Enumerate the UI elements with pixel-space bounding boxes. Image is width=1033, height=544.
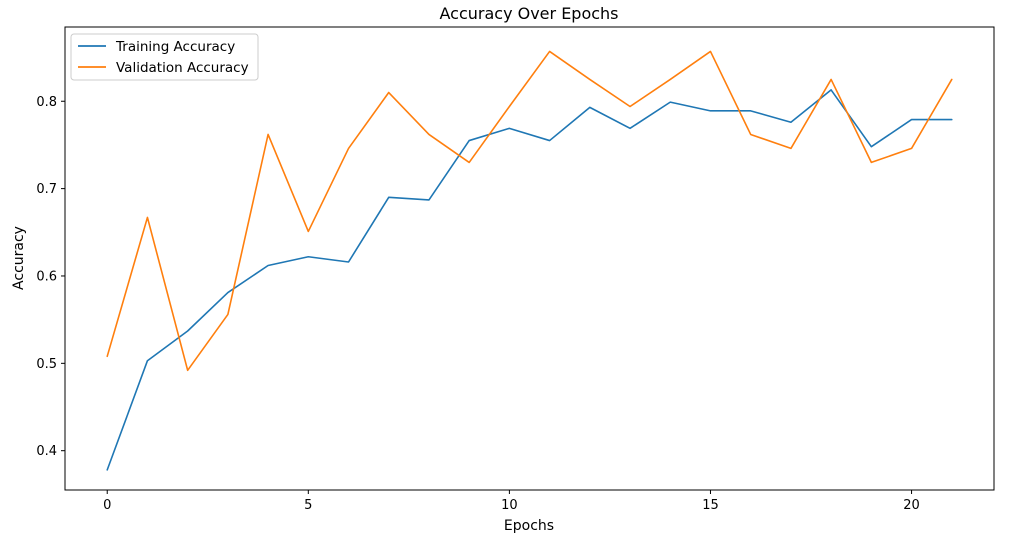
plot-frame xyxy=(64,26,995,491)
y-tick-label: 0.4 xyxy=(36,444,57,459)
x-tick-label: 15 xyxy=(702,498,719,513)
y-axis-label: Accuracy xyxy=(11,226,27,290)
x-tick-label: 20 xyxy=(903,498,920,513)
legend-label: Validation Accuracy xyxy=(116,60,249,76)
x-axis-label: Epochs xyxy=(504,518,554,534)
series-line-training-accuracy xyxy=(106,89,953,471)
x-tick-label: 0 xyxy=(103,498,111,513)
series-line-validation-accuracy xyxy=(106,50,953,372)
legend-label: Training Accuracy xyxy=(115,39,235,55)
x-tick-label: 10 xyxy=(501,498,518,513)
y-tick-label: 0.5 xyxy=(36,357,57,372)
legend-box xyxy=(70,33,259,81)
legend: Training Accuracy Validation Accuracy xyxy=(70,33,259,81)
chart-title: Accuracy Over Epochs xyxy=(439,4,618,23)
x-tick-label: 5 xyxy=(304,498,312,513)
y-tick-label: 0.6 xyxy=(36,269,57,284)
y-tick-label: 0.8 xyxy=(36,95,57,110)
y-tick-label: 0.7 xyxy=(36,182,57,197)
